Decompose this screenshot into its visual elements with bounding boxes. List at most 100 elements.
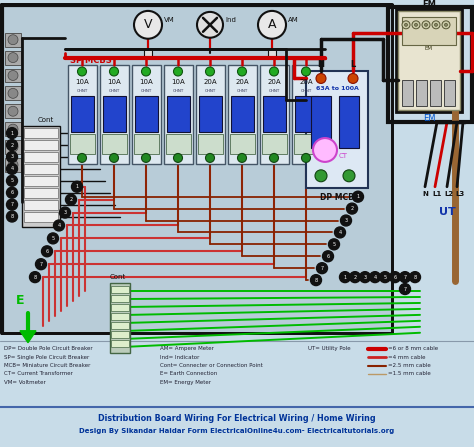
Circle shape (134, 11, 162, 39)
Circle shape (142, 67, 151, 76)
Bar (24, 211, 58, 222)
Bar (111, 295, 129, 302)
Circle shape (7, 187, 18, 198)
Text: Design By Sikandar Haidar Form ElectricalOnline4u.com- Electricaltutorials.org: Design By Sikandar Haidar Form Electrica… (79, 428, 395, 434)
Circle shape (47, 233, 58, 244)
Circle shape (442, 21, 450, 29)
Bar (167, 97, 190, 132)
Bar (24, 140, 58, 150)
Bar (5, 86, 21, 100)
Text: 7: 7 (10, 202, 14, 207)
Bar (100, 64, 129, 164)
Bar (0, 341, 474, 447)
Circle shape (349, 272, 361, 283)
Text: 8: 8 (10, 214, 14, 219)
Text: N: N (422, 191, 428, 197)
Text: EM= Energy Meter: EM= Energy Meter (160, 380, 211, 385)
Circle shape (400, 283, 410, 295)
Text: EM: EM (425, 46, 433, 51)
Circle shape (7, 152, 18, 162)
Circle shape (316, 73, 326, 84)
Bar (71, 97, 94, 132)
Text: AM= Ampere Meter: AM= Ampere Meter (160, 346, 214, 351)
Text: 1: 1 (356, 194, 360, 199)
Text: 20A: 20A (203, 80, 217, 85)
Circle shape (353, 191, 364, 202)
Bar (311, 97, 331, 148)
Text: L2: L2 (445, 191, 454, 197)
Circle shape (237, 153, 246, 162)
Text: CHNT: CHNT (109, 89, 120, 93)
Circle shape (400, 272, 410, 283)
Bar (398, 11, 460, 110)
Text: DP= Double Pole Circuit Breaker: DP= Double Pole Circuit Breaker (4, 346, 92, 351)
Text: L1: L1 (432, 191, 442, 197)
Circle shape (7, 128, 18, 139)
Bar (292, 64, 321, 164)
Circle shape (432, 21, 440, 29)
Bar (24, 188, 58, 198)
Text: 8: 8 (314, 278, 318, 283)
Text: 20A: 20A (235, 80, 249, 85)
Circle shape (8, 106, 18, 116)
Bar (306, 71, 368, 188)
Bar (260, 64, 289, 164)
Text: 4: 4 (10, 166, 14, 171)
Text: SP= Single Pole Circuit Breaker: SP= Single Pole Circuit Breaker (4, 354, 89, 359)
Text: 4: 4 (57, 223, 61, 228)
Bar (166, 134, 191, 154)
Circle shape (425, 23, 428, 26)
Text: Ind: Ind (225, 17, 236, 23)
Text: =2.5 mm cable: =2.5 mm cable (388, 363, 431, 368)
Text: VM: VM (164, 17, 175, 23)
Text: 6: 6 (10, 190, 14, 195)
Circle shape (60, 207, 71, 218)
Bar (402, 17, 456, 45)
Bar (103, 97, 126, 132)
Text: CHNT: CHNT (140, 89, 152, 93)
Bar (111, 331, 129, 338)
Circle shape (346, 203, 357, 214)
Text: A: A (268, 18, 276, 31)
Bar (24, 176, 58, 186)
Circle shape (8, 35, 18, 45)
Bar (430, 80, 441, 106)
Text: CT= Current Transformer: CT= Current Transformer (4, 371, 73, 376)
Bar (68, 64, 97, 164)
Text: 10A: 10A (75, 80, 89, 85)
Text: Ind= Indicator: Ind= Indicator (160, 354, 200, 359)
Text: CHNT: CHNT (237, 89, 248, 93)
Circle shape (7, 164, 18, 174)
Text: 6: 6 (46, 249, 48, 254)
Bar (231, 97, 254, 132)
Bar (196, 64, 225, 164)
Circle shape (8, 160, 18, 170)
Text: DP MCB: DP MCB (320, 193, 354, 202)
Text: SP MCBS: SP MCBS (70, 56, 112, 65)
Bar (294, 134, 319, 154)
Text: CHNT: CHNT (301, 89, 312, 93)
Bar (24, 128, 58, 138)
Bar (111, 313, 129, 320)
Text: Distribution Board Wiring For Electrical Wiring / Home Wiring: Distribution Board Wiring For Electrical… (98, 413, 376, 423)
Bar (102, 134, 127, 154)
Text: 7: 7 (403, 287, 407, 291)
Circle shape (370, 272, 381, 283)
Circle shape (322, 251, 334, 262)
Text: 2: 2 (10, 143, 14, 148)
Bar (24, 152, 58, 162)
Bar (5, 68, 21, 82)
Circle shape (317, 263, 328, 274)
Text: 7: 7 (39, 261, 43, 267)
Text: 3: 3 (345, 218, 347, 223)
Text: UT: UT (438, 207, 456, 216)
Circle shape (258, 11, 286, 39)
Text: 4: 4 (338, 230, 342, 235)
Circle shape (142, 153, 151, 162)
Bar (388, 7, 472, 122)
Text: 1: 1 (344, 274, 346, 280)
Circle shape (7, 139, 18, 151)
Bar (111, 340, 129, 347)
Text: CHNT: CHNT (173, 89, 184, 93)
Text: L3: L3 (456, 191, 465, 197)
